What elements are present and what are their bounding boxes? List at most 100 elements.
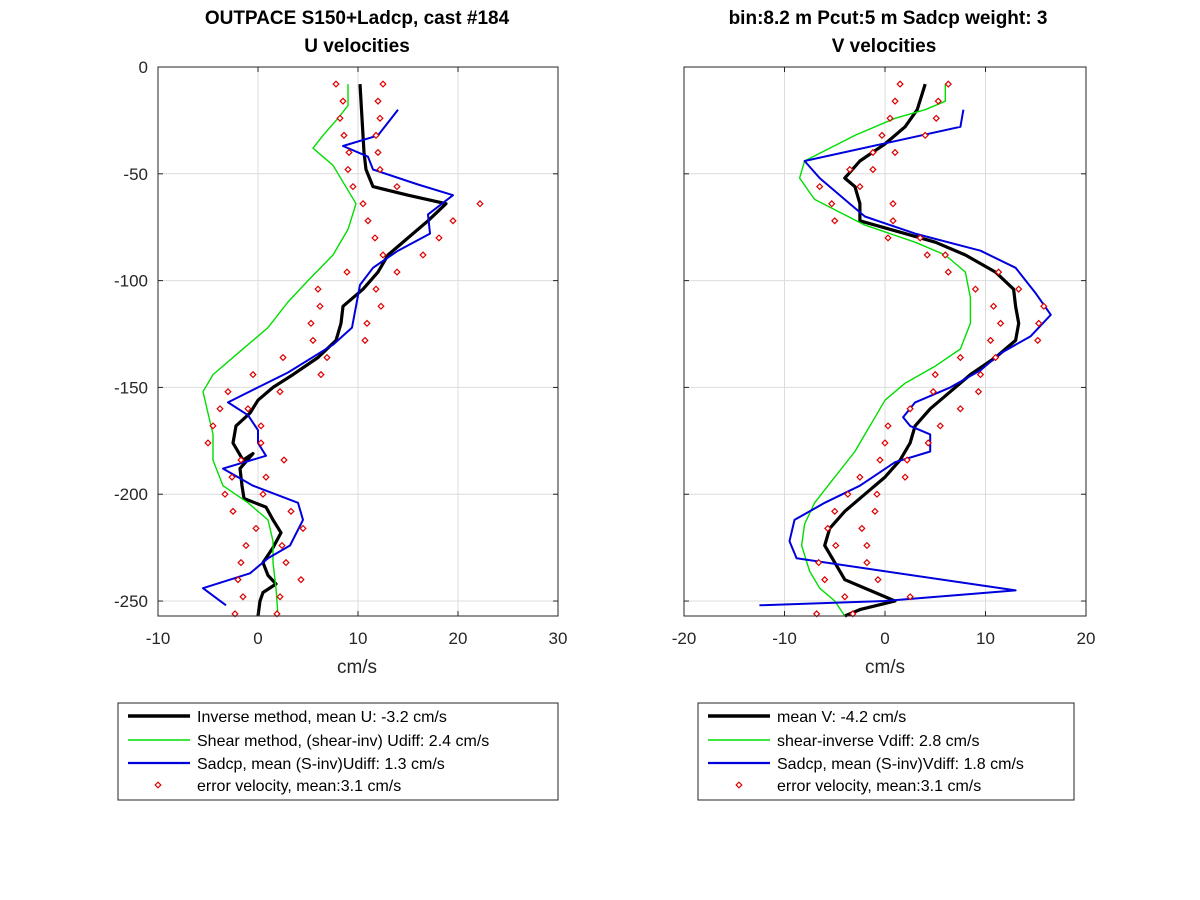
error-velocity-marker [976,370,985,379]
error-velocity-marker [349,182,357,191]
error-velocity-marker [944,80,952,88]
error-velocity-marker [971,285,980,293]
legend-label-sadcp: Sadcp, mean (S-inv)Udiff: 1.3 cm/s [197,756,445,773]
x-tick-label: -10 [146,629,171,648]
error-velocity-marker [896,80,904,88]
error-velocity-marker [903,456,911,464]
chart-subtitle: U velocities [304,36,410,57]
shear-series-line [202,84,357,617]
error-velocity-marker [279,353,287,362]
legend-label-shear: shear-inverse Vdiff: 2.8 cm/s [777,733,979,750]
error-velocity-marker [831,507,839,516]
legend-label-mean: mean V: -4.2 cm/s [777,709,906,726]
error-velocity-marker [371,234,379,242]
error-velocity-marker [1034,336,1042,345]
error-velocity-marker [932,114,940,122]
error-velocity-marker [831,217,839,225]
error-velocity-marker [869,148,877,157]
error-velocity-marker [314,285,322,293]
error-velocity-marker [221,490,229,498]
error-velocity-marker [237,558,245,567]
error-velocity-marker [259,490,267,498]
legend-box [697,702,1075,801]
error-velocity-marker [276,593,284,601]
error-velocity-marker [376,114,384,122]
error-velocity-marker [956,353,965,362]
y-tick-label: -50 [123,165,148,184]
error-velocity-marker [994,268,1003,276]
error-velocity-marker [1014,285,1023,293]
legend: mean V: -4.2 cm/s shear-inverse Vdiff: 2… [697,702,1075,801]
error-velocity-marker [237,456,245,464]
error-velocity-marker [316,302,324,310]
error-velocity-marker [986,336,995,345]
y-tick-label: 0 [139,58,148,77]
error-velocity-marker [379,80,387,88]
error-velocity-marker [929,388,937,396]
error-velocity-marker [345,148,353,157]
error-velocity-marker [856,473,864,481]
error-velocity-marker [931,370,939,379]
error-velocity-marker [886,114,894,122]
inverse-series-line [231,84,448,617]
error-velocity-marker [234,576,242,584]
error-velocity-marker [282,558,290,567]
error-velocity-marker [393,182,401,191]
error-velocity-marker [344,165,352,174]
error-velocity-marker [878,131,886,140]
legend-swatch-error [154,781,162,789]
error-velocity-marker [377,302,385,310]
error-velocity-marker [339,97,347,105]
chart-title: OUTPACE S150+Ladcp, cast #184 [205,8,510,29]
error-velocity-marker [323,353,331,362]
error-velocity-marker [257,422,265,430]
error-velocity-marker [262,473,270,481]
error-velocity-marker [273,610,281,618]
error-velocity-marker [884,422,892,430]
plot-area: -20 -10 0 10 20 [672,66,1096,648]
legend-label-inverse: Inverse method, mean U: -3.2 cm/s [197,709,447,726]
error-velocity-marker [1035,319,1043,328]
error-velocity-marker [1040,302,1048,310]
error-velocity-marker [921,131,929,140]
error-velocity-marker [449,217,457,225]
error-velocity-marker [881,439,889,447]
error-velocity-marker [923,251,931,259]
error-velocity-marker [873,490,881,498]
error-velocity-marker [372,285,380,293]
error-velocity-marker [244,405,252,413]
error-velocity-marker [336,114,344,122]
error-velocity-marker [280,456,288,464]
error-velocity-marker [242,541,250,550]
error-velocity-marker [891,97,899,105]
error-velocity-marker [276,388,284,396]
error-velocity-marker [299,524,307,533]
error-velocity-marker [359,200,367,208]
error-velocity-marker [869,165,877,174]
error-velocity-marker [891,148,899,157]
shear-series-line [798,84,972,617]
error-velocity-marker [224,388,232,396]
y-tick-label: -150 [114,378,148,397]
y-tick-label: -200 [114,485,148,504]
error-velocity-marker [376,165,384,174]
x-tick-label: 20 [1077,629,1096,648]
x-tick-label: -20 [672,629,697,648]
error-velocity-marker [209,422,217,430]
error-velocity-marker [419,251,427,259]
x-axis-label: cm/s [865,657,905,678]
error-velocity-marker [812,610,821,618]
error-velocity-marker [824,524,832,533]
error-velocity-marker [814,558,823,567]
x-axis-label: cm/s [337,657,377,678]
legend-label-sadcp: Sadcp, mean (S-inv)Vdiff: 1.8 cm/s [777,756,1024,773]
error-velocity-marker [229,507,237,516]
error-velocity-marker [249,370,257,379]
error-velocity-marker [956,405,965,413]
error-velocity-marker [364,217,372,225]
error-velocity-marker [317,370,325,379]
error-velocity-marker [815,182,824,191]
error-velocity-marker [363,319,371,328]
error-velocity-marker [821,576,829,584]
error-velocity-marker [863,558,871,567]
